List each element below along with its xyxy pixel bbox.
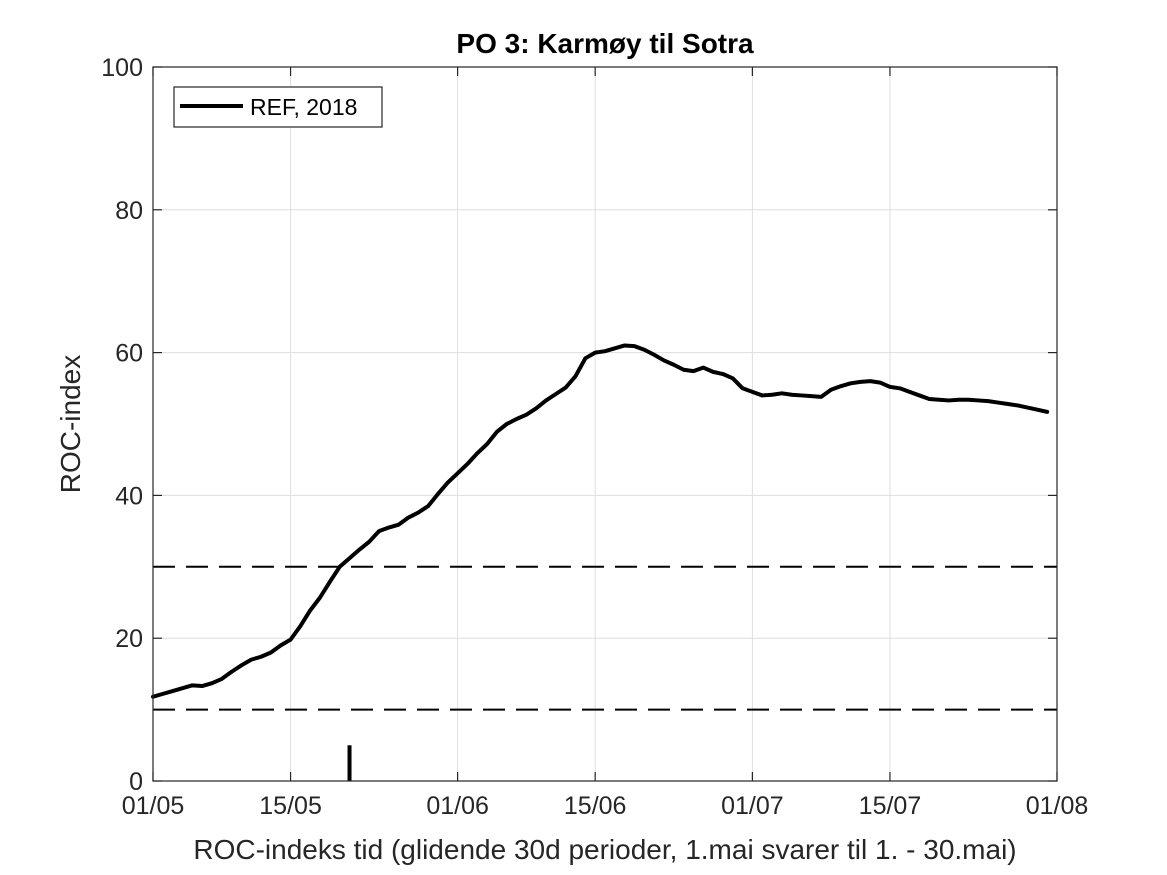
y-tick-label-4: 80 <box>115 197 143 225</box>
y-tick-labels: 0 20 40 60 80 100 <box>101 54 143 796</box>
series-line-ref-2018 <box>151 343 1050 699</box>
plot-area <box>153 67 1057 781</box>
series-layer <box>151 343 1050 699</box>
x-tick-label-4: 01/07 <box>721 792 784 820</box>
plot-frame <box>152 66 1058 782</box>
x-tick-label-0: 01/05 <box>122 792 185 820</box>
x-tick-label-6: 01/08 <box>1026 792 1089 820</box>
reference-lines <box>153 565 1057 711</box>
legend-label-ref-2018: REF, 2018 <box>250 94 357 120</box>
x-axis-title: ROC-indeks tid (glidende 30d perioder, 1… <box>193 834 1016 865</box>
x-tick-label-1: 15/05 <box>259 792 322 820</box>
y-tick-label-0: 0 <box>129 768 143 796</box>
y-tick-label-5: 100 <box>101 54 143 82</box>
x-tick-label-5: 15/07 <box>859 792 922 820</box>
y-axis-title: ROC-index <box>55 355 86 493</box>
chart-title: PO 3: Karmøy til Sotra <box>456 28 754 59</box>
series-points <box>152 345 1048 697</box>
y-tick-label-1: 20 <box>115 625 143 653</box>
x-tick-label-3: 15/06 <box>564 792 627 820</box>
y-tick-label-3: 60 <box>115 340 143 368</box>
x-tick-labels: 01/05 15/05 01/06 15/06 01/07 15/07 01/08 <box>122 792 1089 820</box>
tick-marks <box>152 66 1058 782</box>
x-tick-label-2: 01/06 <box>426 792 489 820</box>
y-tick-label-2: 40 <box>115 482 143 510</box>
legend: REF, 2018 <box>173 86 383 128</box>
